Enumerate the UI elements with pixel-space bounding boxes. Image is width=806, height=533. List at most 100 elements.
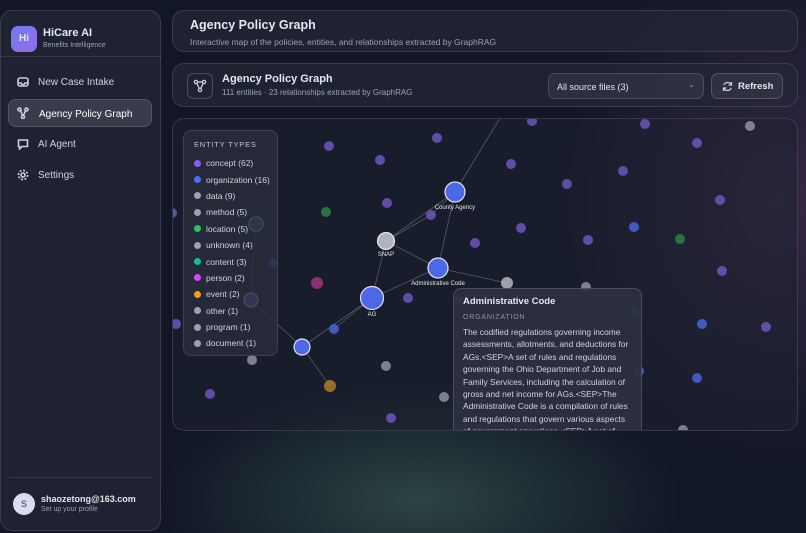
graph-stats: 111 entities · 23 relationships extracte… <box>222 88 413 97</box>
legend-swatch <box>194 290 201 298</box>
page-subtitle: Interactive map of the policies, entitie… <box>190 37 497 47</box>
node[interactable] <box>321 207 331 217</box>
node[interactable] <box>470 238 480 248</box>
node[interactable] <box>629 222 639 232</box>
legend-item[interactable]: content (3) <box>194 253 277 269</box>
refresh-label: Refresh <box>738 81 774 92</box>
node[interactable] <box>329 324 339 334</box>
node[interactable] <box>205 389 215 399</box>
node[interactable] <box>692 138 702 148</box>
sidebar: Hi HiCare AI Benefits Intelligence New C… <box>0 10 162 531</box>
node[interactable] <box>171 319 181 329</box>
node[interactable] <box>311 277 323 289</box>
page-title: Agency Policy Graph <box>190 18 316 32</box>
legend-swatch <box>194 258 201 266</box>
node[interactable] <box>697 319 707 329</box>
legend-item[interactable]: unknown (4) <box>194 237 277 253</box>
legend-label: location (5) <box>206 223 249 234</box>
node[interactable] <box>618 166 628 176</box>
node[interactable] <box>381 361 391 371</box>
chat-icon <box>17 139 29 150</box>
node[interactable] <box>583 235 593 245</box>
profile-hint[interactable]: Set up your profile <box>41 506 98 513</box>
source-select[interactable]: All source files (3) ⌄ <box>548 73 704 99</box>
tagline: Benefits Intelligence <box>43 42 106 49</box>
edge <box>301 297 373 348</box>
node[interactable] <box>678 425 688 435</box>
node[interactable] <box>717 266 727 276</box>
legend-item[interactable]: event (2) <box>194 286 277 302</box>
toolbar-title: Agency Policy Graph <box>222 73 333 85</box>
node[interactable] <box>167 208 177 218</box>
node[interactable] <box>403 293 413 303</box>
node[interactable] <box>715 195 725 205</box>
legend-swatch <box>194 339 201 347</box>
legend-item[interactable]: document (1) <box>194 335 277 351</box>
legend-label: other (1) <box>206 305 239 316</box>
legend-label: event (2) <box>206 289 240 300</box>
logo: Hi <box>11 26 37 52</box>
select-label: All source files (3) <box>557 82 629 92</box>
legend-swatch <box>194 241 201 249</box>
settings-icon <box>17 169 29 181</box>
legend-title: ENTITY TYPES <box>194 140 257 149</box>
inbox-icon <box>17 77 29 87</box>
legend-item[interactable]: other (1) <box>194 303 277 319</box>
node[interactable] <box>247 355 257 365</box>
node[interactable] <box>675 234 685 244</box>
legend-label: unknown (4) <box>206 240 253 251</box>
legend-item[interactable]: method (5) <box>194 204 277 220</box>
graph-badge <box>187 73 213 99</box>
legend-swatch <box>194 192 201 200</box>
legend-label: content (3) <box>206 256 247 267</box>
node[interactable] <box>324 380 336 392</box>
legend-label: organization (16) <box>206 174 270 185</box>
edge <box>437 267 508 284</box>
refresh-button[interactable]: Refresh <box>711 73 783 99</box>
node[interactable] <box>506 159 516 169</box>
nav-item[interactable]: New Case Intake <box>38 77 115 88</box>
tooltip: Administrative Code ORGANIZATION The cod… <box>453 288 642 430</box>
node[interactable] <box>527 116 537 126</box>
node[interactable] <box>293 338 311 356</box>
node[interactable] <box>692 373 702 383</box>
node[interactable] <box>761 322 771 332</box>
legend-item[interactable]: person (2) <box>194 270 277 286</box>
node-label: County Agency <box>435 205 475 211</box>
legend-item[interactable]: data (9) <box>194 188 277 204</box>
node[interactable] <box>562 179 572 189</box>
node[interactable] <box>386 413 396 423</box>
legend-item[interactable]: program (1) <box>194 319 277 335</box>
legend-item[interactable]: location (5) <box>194 221 277 237</box>
avatar[interactable]: S <box>13 493 35 515</box>
node[interactable] <box>324 141 334 151</box>
nav-item[interactable]: Agency Policy Graph <box>8 99 152 127</box>
legend-item[interactable]: organization (16) <box>194 171 277 187</box>
node-label: Administrative Code <box>411 281 465 287</box>
nav-item[interactable]: Settings <box>38 170 75 181</box>
brand: HiCare AI <box>43 27 93 39</box>
tooltip-title: Administrative Code <box>463 296 556 307</box>
legend-label: data (9) <box>206 190 236 201</box>
node[interactable] <box>745 121 755 131</box>
node[interactable] <box>432 133 442 143</box>
node[interactable] <box>444 181 466 203</box>
node[interactable] <box>516 223 526 233</box>
node[interactable] <box>640 119 650 129</box>
node[interactable] <box>426 210 436 220</box>
node[interactable] <box>439 392 449 402</box>
node[interactable] <box>375 155 385 165</box>
node[interactable] <box>359 285 385 311</box>
nav-item[interactable]: AI Agent <box>38 139 76 150</box>
node[interactable] <box>427 257 449 279</box>
legend-swatch <box>194 323 201 331</box>
node[interactable] <box>501 277 513 289</box>
legend-label: document (1) <box>206 338 257 349</box>
legend-item[interactable]: concept (62) <box>194 155 277 171</box>
node[interactable] <box>376 231 396 251</box>
edge <box>385 191 456 242</box>
legend-label: method (5) <box>206 207 248 218</box>
node[interactable] <box>382 198 392 208</box>
legend-label: concept (62) <box>206 158 254 169</box>
